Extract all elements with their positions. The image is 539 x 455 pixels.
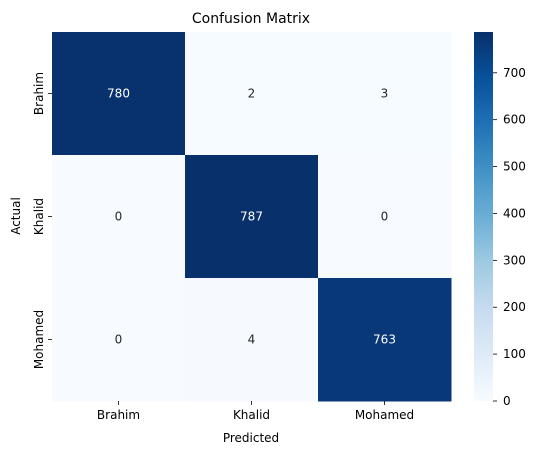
heatmap-cell — [52, 32, 186, 156]
cell-value-label: 2 — [248, 87, 256, 101]
cell-value-label: 787 — [240, 210, 263, 224]
colorbar-tick-label: 400 — [503, 206, 526, 220]
colorbar — [474, 32, 493, 401]
x-axis-ticks: Brahim Khalid Mohamed — [97, 401, 414, 422]
heatmap-cell — [318, 32, 452, 156]
colorbar-tick-label: 0 — [503, 394, 511, 408]
colorbar-tick-label: 200 — [503, 300, 526, 314]
cell-value-label: 4 — [248, 333, 256, 347]
y-axis-ticks: Brahim Khalid Mohamed — [32, 72, 52, 369]
heatmap-cell — [318, 278, 452, 402]
colorbar-tick-label: 500 — [503, 160, 526, 174]
y-tick-label: Brahim — [32, 72, 46, 115]
cell-value-label: 3 — [381, 87, 389, 101]
cell-value-label: 0 — [115, 333, 123, 347]
colorbar-tick-label: 300 — [503, 253, 526, 267]
cell-value-label: 780 — [107, 87, 130, 101]
x-tick-label: Brahim — [97, 408, 140, 422]
y-tick-label: Mohamed — [32, 310, 46, 369]
heatmap-cell — [185, 32, 319, 156]
x-tick-label: Khalid — [233, 408, 270, 422]
heatmap-cell — [185, 278, 319, 402]
colorbar-ticks: 0 100 200 300 400 500 600 700 — [493, 66, 526, 408]
heatmap-cells: 780 2 3 0 787 0 0 4 763 — [52, 32, 452, 402]
y-axis-label: Actual — [9, 197, 23, 235]
heatmap-cell — [52, 155, 186, 279]
heatmap-cell — [185, 155, 319, 279]
y-tick-label: Khalid — [32, 198, 46, 235]
colorbar-tick-label: 600 — [503, 113, 526, 127]
cell-value-label: 0 — [381, 210, 389, 224]
chart-title: Confusion Matrix — [192, 11, 310, 27]
colorbar-tick-label: 100 — [503, 347, 526, 361]
heatmap-cell — [318, 155, 452, 279]
heatmap-cell — [52, 278, 186, 402]
cell-value-label: 0 — [115, 210, 123, 224]
x-tick-label: Mohamed — [355, 408, 414, 422]
colorbar-tick-label: 700 — [503, 66, 526, 80]
cell-value-label: 763 — [373, 333, 396, 347]
x-axis-label: Predicted — [223, 431, 279, 445]
